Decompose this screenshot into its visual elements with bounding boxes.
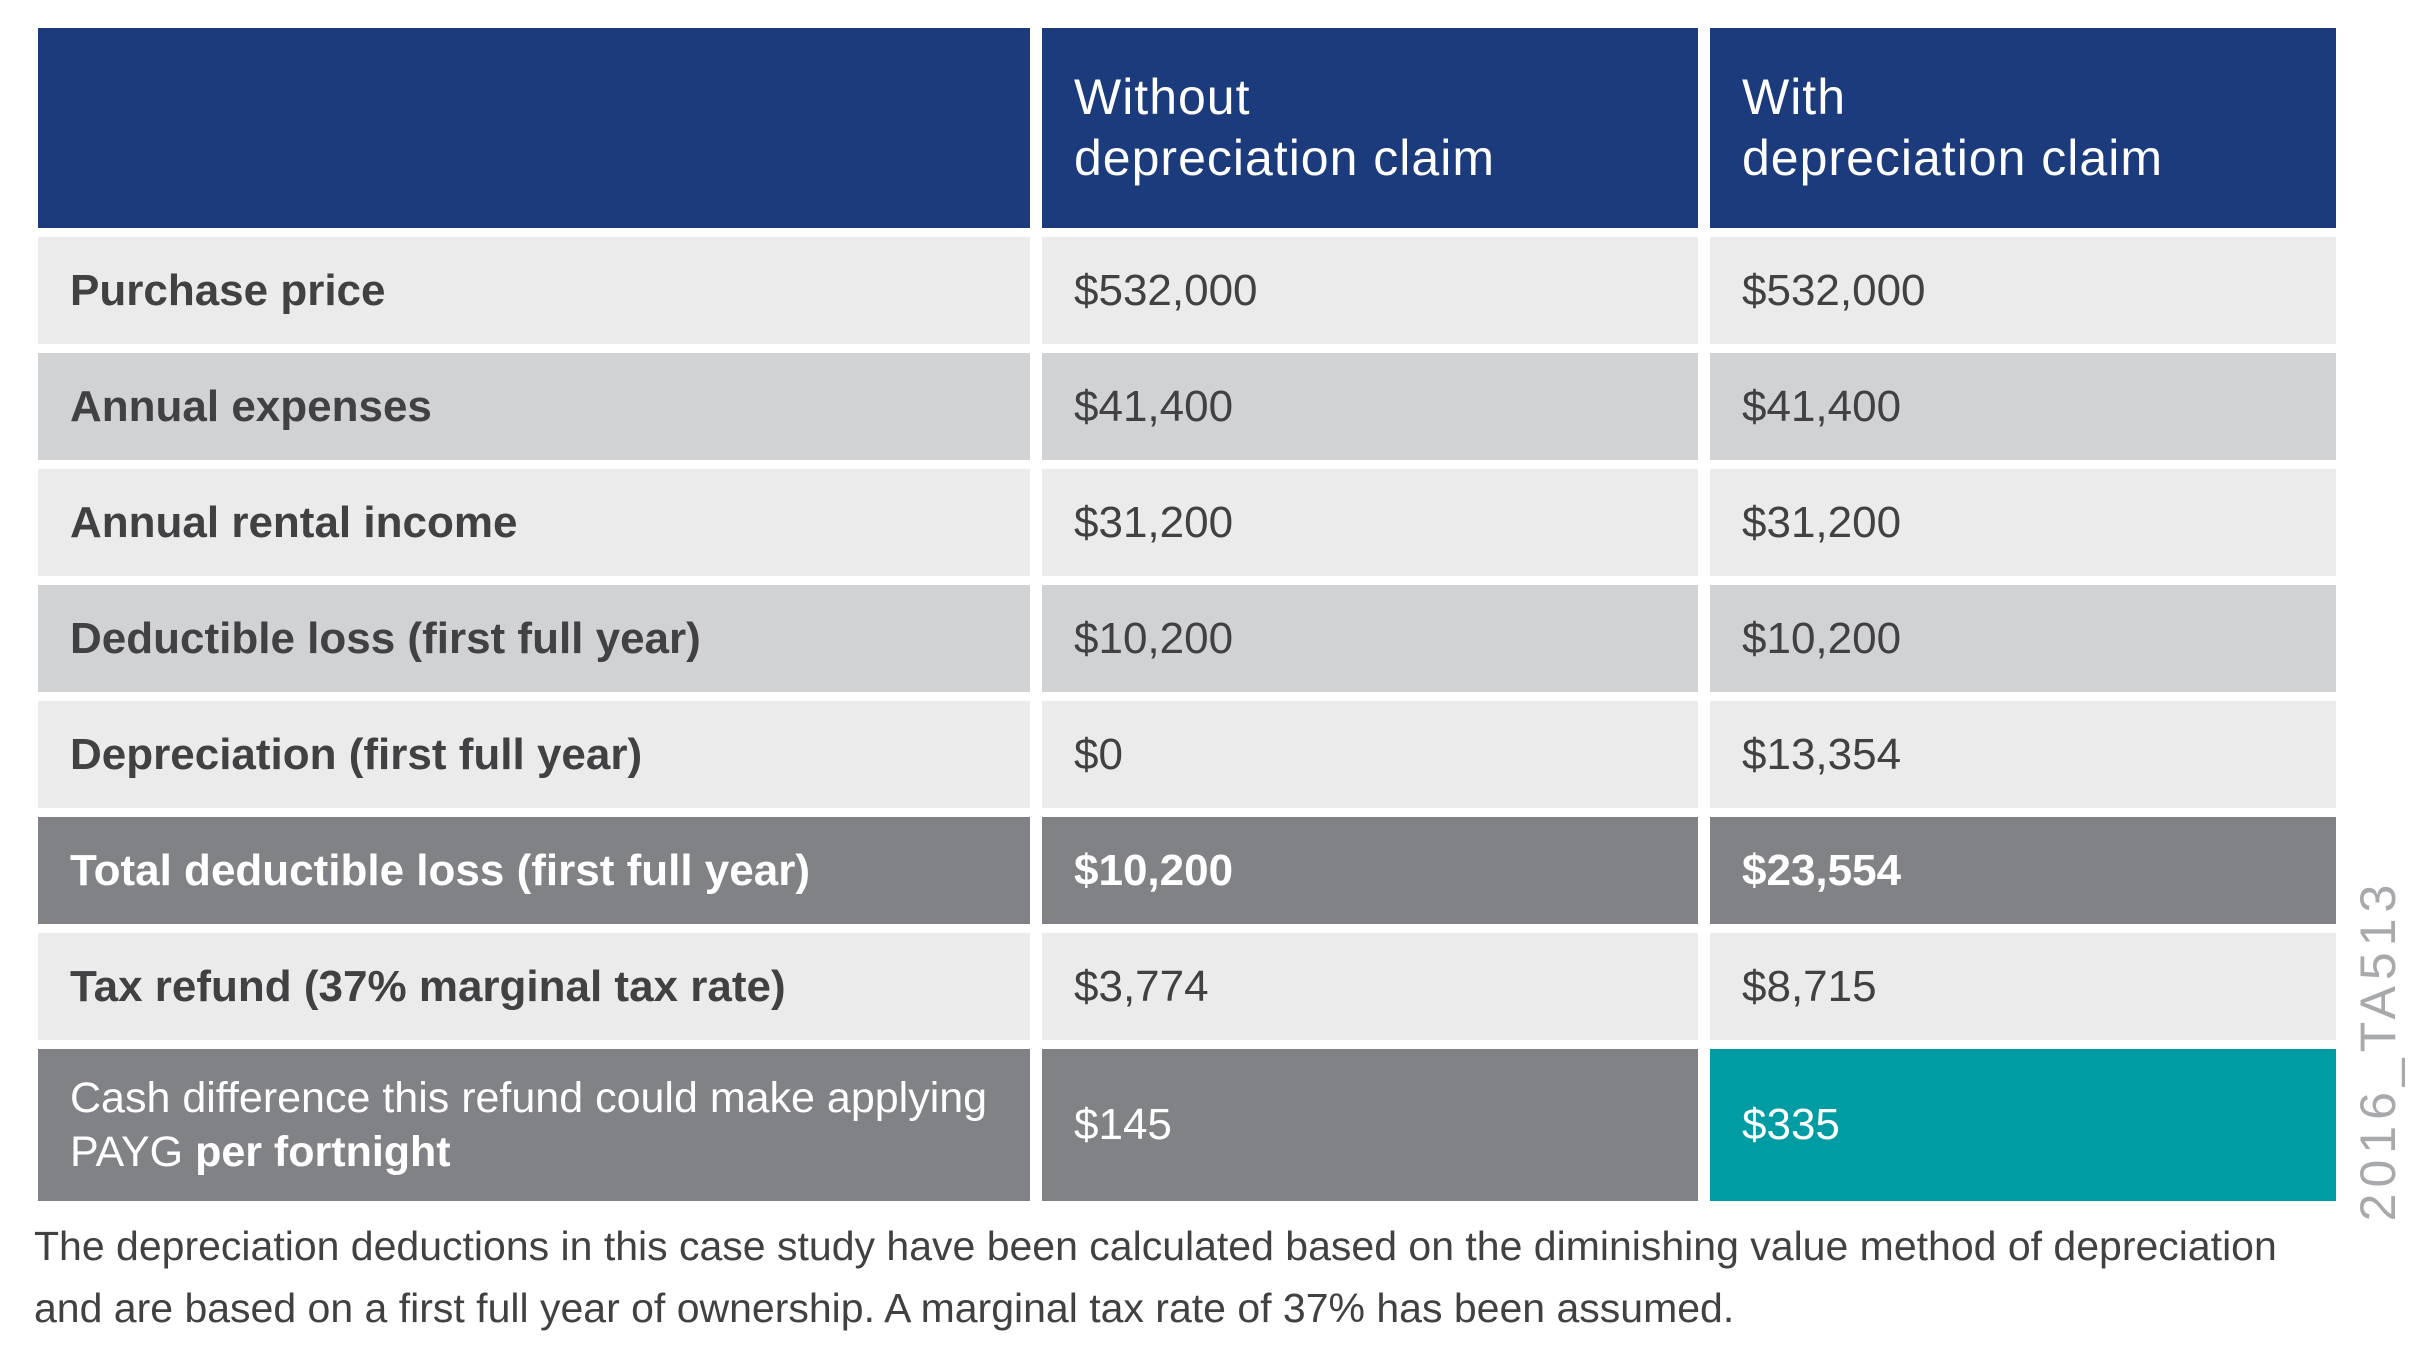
value-cell-with: $31,200 — [1710, 469, 2336, 576]
value-cell-without: $10,200 — [1042, 817, 1698, 924]
header-empty-cell — [38, 28, 1030, 228]
value-cell-without: $532,000 — [1042, 237, 1698, 344]
value-cell-with: $41,400 — [1710, 353, 2336, 460]
value-cell-with: $532,000 — [1710, 237, 2336, 344]
value-cell-with-highlight: $335 — [1710, 1049, 2336, 1201]
footnote-text: The depreciation deductions in this case… — [34, 1223, 2277, 1331]
header-without-claim-text: Without depreciation claim — [1074, 69, 1495, 186]
row-label-cell: Depreciation (first full year) — [38, 701, 1030, 808]
value-cell-with: $10,200 — [1710, 585, 2336, 692]
row-label-cell: Annual rental income — [38, 469, 1030, 576]
value-cell-with: $13,354 — [1710, 701, 2336, 808]
row-label-cell: Cash difference this refund could make a… — [38, 1049, 1030, 1201]
header-with-claim: With depreciation claim — [1710, 28, 2336, 228]
header-without-claim: Without depreciation claim — [1042, 28, 1698, 228]
row-label-cell: Deductible loss (first full year) — [38, 585, 1030, 692]
header-with-claim-text: With depreciation claim — [1742, 69, 2163, 186]
row-label-cell: Annual expenses — [38, 353, 1030, 460]
value-cell-without: $41,400 — [1042, 353, 1698, 460]
watermark-code: 2016_TA513 — [2350, 878, 2406, 1222]
value-cell-without: $0 — [1042, 701, 1698, 808]
value-cell-with: $23,554 — [1710, 817, 2336, 924]
row-label-cell: Purchase price — [38, 237, 1030, 344]
row-label-cell: Tax refund (37% marginal tax rate) — [38, 933, 1030, 1040]
depreciation-comparison-table: Without depreciation claim With depreciati… — [38, 28, 2336, 1201]
value-cell-without: $31,200 — [1042, 469, 1698, 576]
value-cell-without: $145 — [1042, 1049, 1698, 1201]
value-cell-with: $8,715 — [1710, 933, 2336, 1040]
cash-difference-label: Cash difference this refund could make a… — [70, 1073, 988, 1176]
value-cell-without: $10,200 — [1042, 585, 1698, 692]
row-label-cell: Total deductible loss (first full year) — [38, 817, 1030, 924]
value-cell-without: $3,774 — [1042, 933, 1698, 1040]
